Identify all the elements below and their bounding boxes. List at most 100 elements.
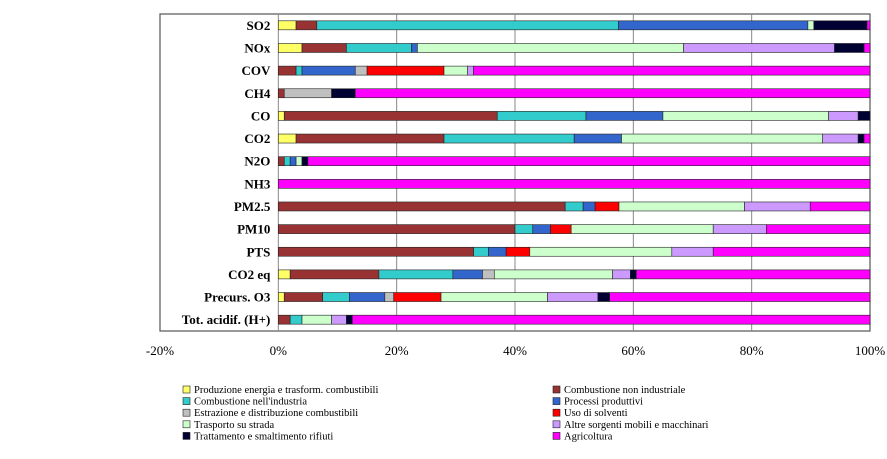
category-label-precurs-o3: Precurs. O3 <box>204 290 271 305</box>
bar-pm2-5-s3 <box>582 201 596 212</box>
category-label-so2: SO2 <box>246 18 270 33</box>
bar-pm10-s1 <box>278 224 516 234</box>
bar-precurs-o3-s4 <box>384 292 395 302</box>
legend-entry: Combustione nell'industria <box>194 397 307 408</box>
legend: Produzione energia e trasform. combustib… <box>182 385 709 442</box>
category-label-nh3: NH3 <box>244 176 271 191</box>
bar-cov-s1 <box>278 65 297 76</box>
category-label-tot-acidif-h: Tot. acidif. (H+) <box>182 312 271 327</box>
category-labels: SO2 NOx COV CH4 CO CO2 N2O NH3 PM2.5 PM10 PTS CO2 e… <box>182 18 271 327</box>
bar-pm2-5-s9 <box>809 201 871 212</box>
bar-nox-s7 <box>683 43 835 53</box>
legend-swatch <box>552 385 561 394</box>
legend-entry: Produzione energia e trasform. combustib… <box>194 385 378 396</box>
bar-co2-s1 <box>295 133 445 144</box>
bar-co-s2 <box>496 111 587 121</box>
x-tick-label: -20% <box>146 343 174 358</box>
bar-cov-s5 <box>366 65 445 76</box>
category-label-co2-eq: CO2 eq <box>228 267 271 282</box>
bar-n2o-s6 <box>295 156 303 166</box>
bar-nh3-s9 <box>278 179 871 189</box>
bar-co2-eq-s6 <box>493 269 613 280</box>
legend-entry: Altre sorgenti mobili e macchinari <box>564 420 709 431</box>
bar-co2-s3 <box>573 133 622 144</box>
legend-entry: Agricoltura <box>564 431 613 442</box>
legend-swatch <box>552 408 561 417</box>
bar-so2-s9 <box>866 20 871 31</box>
category-label-cov: COV <box>241 63 271 78</box>
bar-co-s7 <box>828 111 859 121</box>
bar-so2-s3 <box>618 20 809 31</box>
bar-ch4-s8 <box>331 88 356 99</box>
bar-precurs-o3-s6 <box>440 292 548 302</box>
category-label-co2: CO2 <box>244 131 270 146</box>
legend-entry: Estrazione e distribuzione combustibili <box>194 408 358 419</box>
bar-pts-s7 <box>671 246 714 257</box>
bar-co-s8 <box>857 111 871 121</box>
bar-precurs-o3-s3 <box>349 292 386 302</box>
bar-cov-s9 <box>473 65 871 76</box>
bar-tot-acidif-h-s6 <box>301 314 332 325</box>
bar-pm2-5-s7 <box>744 201 811 212</box>
legend-entry: Uso di solventi <box>564 408 628 419</box>
legend-swatch <box>182 397 191 405</box>
bar-so2-s0 <box>278 20 297 31</box>
bar-cov-s4 <box>354 65 368 76</box>
bar-nox-s0 <box>278 43 303 53</box>
bar-ch4-s1 <box>278 88 285 99</box>
bar-precurs-o3-s5 <box>393 292 442 302</box>
bar-pm2-5-s5 <box>594 201 620 212</box>
bar-pm10-s7 <box>712 224 767 234</box>
bar-cov-s2 <box>295 65 303 76</box>
bar-pm10-s9 <box>766 224 871 234</box>
legend-swatch <box>182 432 191 440</box>
bar-tot-acidif-h-s9 <box>351 314 871 325</box>
bar-pm10-s5 <box>550 224 572 234</box>
bar-nox-s3 <box>411 43 418 53</box>
legend-entry: Trasporto su strada <box>194 420 274 431</box>
bar-ch4-s9 <box>354 88 871 99</box>
bar-ch4-s4 <box>283 88 332 99</box>
bar-pm2-5-s6 <box>618 201 745 212</box>
x-tick-label: 80% <box>740 343 764 358</box>
x-tick-label: 40% <box>503 343 527 358</box>
bar-pm2-5-s2 <box>564 201 584 212</box>
bar-pm10-s6 <box>570 224 714 234</box>
bar-co2-eq-s0 <box>278 269 291 280</box>
bar-co-s3 <box>585 111 664 121</box>
bar-n2o-s8 <box>301 156 309 166</box>
bar-cov-s6 <box>443 65 468 76</box>
bar-pts-s6 <box>529 246 673 257</box>
x-tick-labels: -20% 0% 20% 40% 60% 80% 100% <box>146 343 885 358</box>
bar-co2-eq-s9 <box>635 269 871 280</box>
bar-tot-acidif-h-s2 <box>289 314 303 325</box>
legend-swatch <box>182 420 191 429</box>
legend-entry: Combustione non industriale <box>564 385 686 396</box>
legend-swatch <box>552 397 561 405</box>
x-tick-label: 60% <box>621 343 645 358</box>
bar-precurs-o3-s2 <box>322 292 350 302</box>
bar-co2-s0 <box>278 133 297 144</box>
bar-co-s1 <box>283 111 498 121</box>
bar-pts-s1 <box>278 246 474 257</box>
bar-so2-s6 <box>807 20 815 31</box>
bar-pts-s9 <box>712 246 871 257</box>
x-tick-label: 0% <box>270 343 288 358</box>
bar-co2-eq-s2 <box>378 269 454 280</box>
bar-n2o-s2 <box>283 156 291 166</box>
bar-co2-s2 <box>443 133 575 144</box>
bar-tot-acidif-h-s8 <box>346 314 353 325</box>
bar-pm2-5-s1 <box>278 201 566 212</box>
bar-nox-s6 <box>417 43 684 53</box>
bar-n2o-s9 <box>307 156 871 166</box>
bar-nox-s1 <box>301 43 347 53</box>
category-label-pm2-5: PM2.5 <box>234 199 271 214</box>
bar-pm10-s3 <box>532 224 551 234</box>
bar-precurs-o3-s8 <box>597 292 610 302</box>
bar-n2o-s1 <box>278 156 285 166</box>
bar-nox-s2 <box>346 43 412 53</box>
bar-co2-s8 <box>857 133 865 144</box>
bars <box>278 20 871 325</box>
bar-tot-acidif-h-s1 <box>278 314 291 325</box>
